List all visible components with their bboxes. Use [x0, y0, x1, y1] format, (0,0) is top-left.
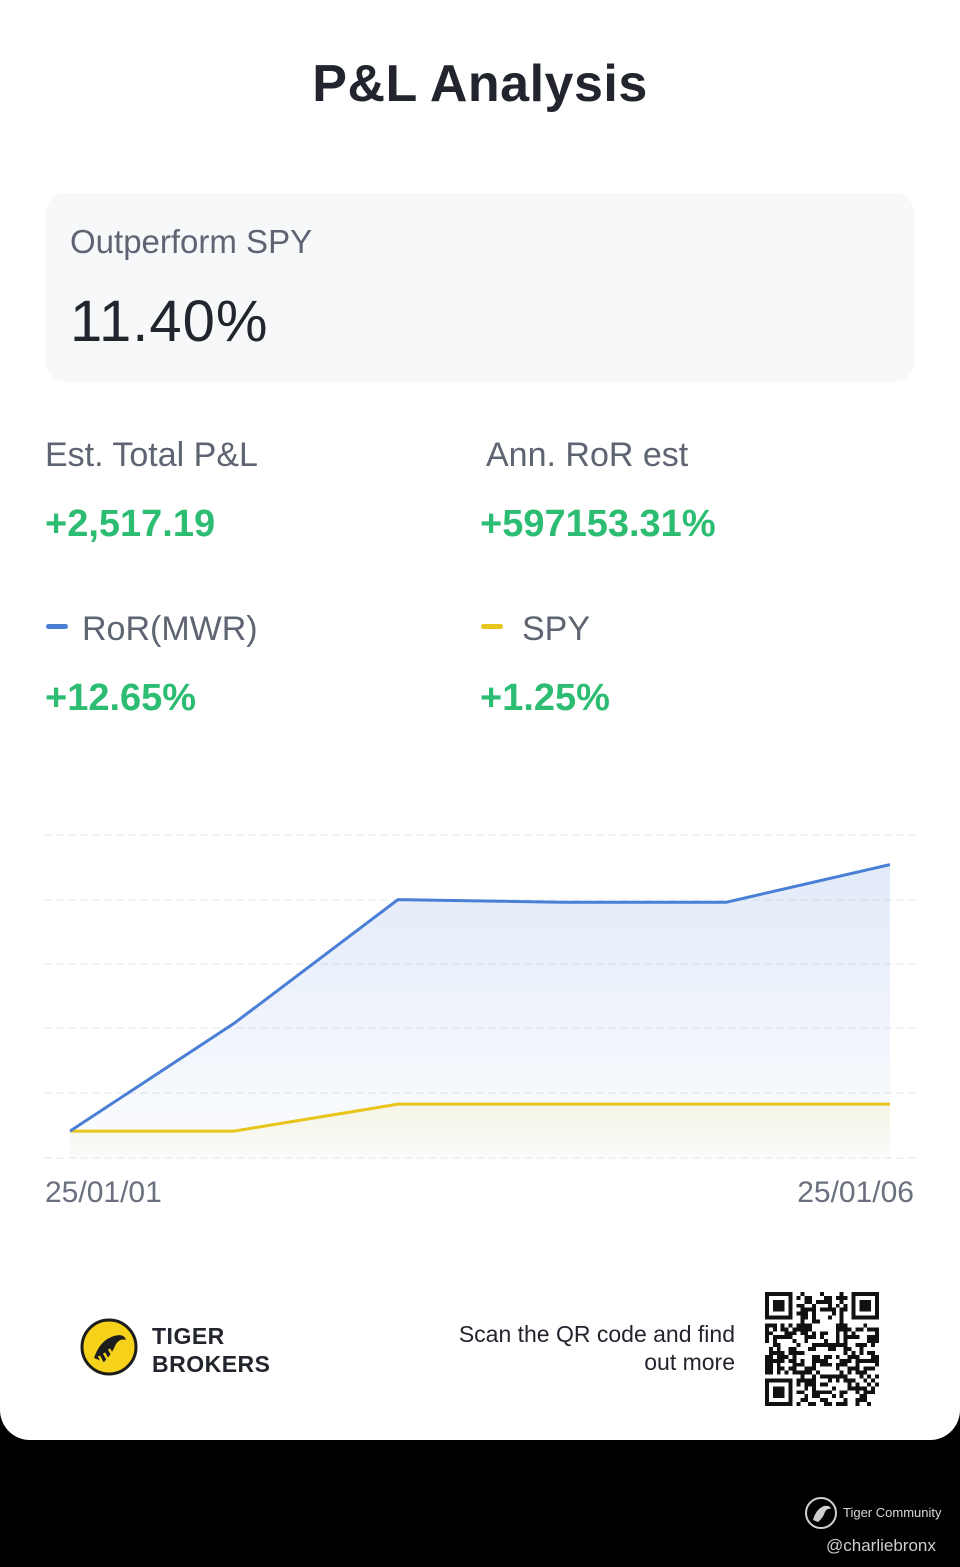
- brand-line-1: TIGER: [152, 1323, 225, 1349]
- total-pl-label: Est. Total P&L: [45, 436, 258, 474]
- x-tick-label-end: 25/01/06: [797, 1176, 914, 1209]
- spy-series-line: [70, 1102, 890, 1133]
- spy-series-area: [70, 1104, 890, 1158]
- qr-code-icon[interactable]: [765, 1292, 879, 1406]
- ror-series-area: [70, 864, 890, 1158]
- ann-ror-value: +597153.31%: [480, 503, 716, 545]
- brand-line-2: BROKERS: [152, 1351, 271, 1377]
- x-tick-label-start: 25/01/01: [45, 1176, 162, 1209]
- ror-series-line: [69, 863, 891, 1133]
- spy-value: +1.25%: [480, 677, 610, 719]
- pnl-card: P&L Analysis Outperform SPY 11.40% Est. …: [0, 0, 960, 1440]
- scan-text: Scan the QR code and find out more: [415, 1320, 735, 1376]
- ror-value: +12.65%: [45, 677, 197, 719]
- brand-name: TIGER BROKERS: [152, 1322, 271, 1378]
- tiger-logo-icon: [80, 1318, 138, 1376]
- page-title: P&L Analysis: [312, 55, 648, 113]
- spy-legend-label: SPY: [522, 610, 591, 648]
- community-label: Tiger Community: [843, 1505, 942, 1520]
- tiger-community-icon: [805, 1497, 837, 1529]
- outperform-value: 11.40%: [70, 289, 269, 354]
- ror-legend-swatch: [46, 624, 68, 629]
- pnl-chart: [45, 834, 915, 1159]
- outperform-panel: Outperform SPY 11.40%: [45, 193, 915, 382]
- spy-legend-swatch: [481, 624, 503, 629]
- scan-text-line-2: out more: [644, 1349, 735, 1375]
- ann-ror-label: Ann. RoR est: [486, 436, 689, 474]
- scan-text-line-1: Scan the QR code and find: [458, 1321, 735, 1347]
- user-handle: @charliebronx: [826, 1536, 936, 1555]
- total-pl-value: +2,517.19: [45, 503, 216, 545]
- outperform-label: Outperform SPY: [70, 223, 313, 260]
- ror-legend-label: RoR(MWR): [82, 610, 258, 648]
